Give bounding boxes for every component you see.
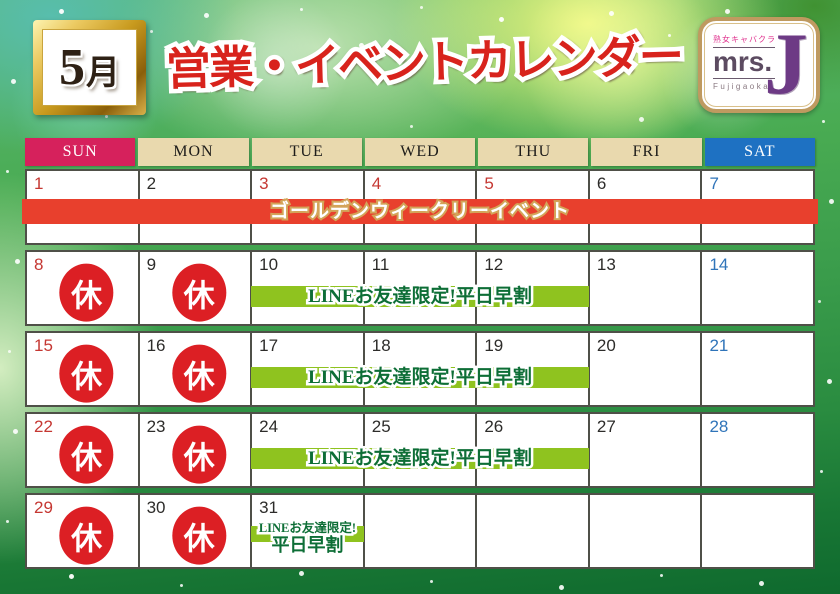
brand-logo-text-block: 熟女キャバクラ mrs. Fujigaoka — [713, 34, 783, 91]
date-cell-20: 20 — [587, 331, 703, 407]
line-discount-banner-text: LINEお友達限定!平日早割 LINEお友達限定!平日早割 — [306, 446, 535, 472]
line-discount-banner-text: LINEお友達限定!平日早割 LINEお友達限定!平日早割 — [306, 365, 535, 391]
date-number: 3 — [259, 174, 269, 193]
page-title: 営業・イベントカレンダー 営業・イベントカレンダー — [145, 23, 703, 110]
date-number: 18 — [371, 336, 391, 355]
logo-initial-j: J — [764, 16, 808, 113]
closed-day-badge: 休 — [172, 263, 227, 322]
day-header-fri: FRI — [591, 138, 702, 166]
date-number: 12 — [484, 255, 504, 274]
date-number: 10 — [259, 255, 279, 274]
date-number: 23 — [146, 417, 166, 436]
date-number: 22 — [34, 417, 53, 436]
date-cell-16: 16 休 — [137, 331, 253, 407]
date-number: 2 — [146, 174, 157, 193]
date-cell-21: 21 — [700, 331, 816, 407]
empty-date-cell — [700, 493, 816, 569]
date-number: 15 — [34, 336, 53, 355]
date-number: 1 — [34, 174, 44, 193]
date-number: 4 — [371, 174, 382, 193]
empty-date-cell — [475, 493, 590, 569]
date-number: 13 — [596, 255, 616, 274]
date-number: 29 — [34, 498, 53, 517]
date-number: 26 — [484, 417, 504, 436]
empty-date-cell — [587, 493, 703, 569]
date-cell-23: 23 休 — [137, 412, 253, 488]
calendar-week-row: 22 休 23 休 24 25 26 27 28 LINEお友達限定!平日早割 LINEお友達限定!… — [25, 412, 816, 488]
day-header-row: SUN MON TUE WED THU FRI SAT — [25, 138, 815, 166]
day-header-tue: TUE — [251, 138, 362, 166]
closed-day-badge: 休 — [59, 425, 114, 484]
date-cell-14: 14 — [700, 250, 816, 326]
logo-location: Fujigaoka — [713, 82, 771, 91]
month-badge: 5 月 — [33, 20, 146, 115]
line-discount-banner: LINEお友達限定!平日早割 LINEお友達限定!平日早割 — [250, 446, 590, 472]
day-header-sat: SAT — [704, 138, 815, 166]
date-number: 6 — [596, 174, 607, 193]
day-header-thu: THU — [478, 138, 589, 166]
date-cell-22: 22 休 — [25, 412, 140, 488]
date-number: 30 — [146, 498, 166, 517]
logo-brand-name: mrs. — [713, 46, 773, 77]
date-number: 27 — [596, 417, 616, 436]
calendar-week-row: 29 休 30 休 31 LINEお友達限定! LINEお友達限定! 平日早割 平日早割 — [25, 493, 816, 569]
date-number: 9 — [146, 255, 157, 274]
line-discount-banner: LINEお友達限定!平日早割 LINEお友達限定!平日早割 — [250, 284, 590, 310]
month-number: 5 — [59, 38, 85, 96]
logo-divider — [713, 47, 775, 48]
day-header-mon: MON — [138, 138, 249, 166]
date-number: 19 — [484, 336, 504, 355]
date-number: 14 — [709, 255, 729, 274]
banner-text-line1: LINEお友達限定! LINEお友達限定! — [256, 519, 358, 538]
month-badge-inner: 5 月 — [42, 29, 137, 106]
closed-day-badge: 休 — [59, 344, 114, 403]
line-discount-cell-banner: LINEお友達限定! LINEお友達限定! 平日早割 平日早割 — [251, 518, 364, 568]
date-cell-28: 28 — [700, 412, 816, 488]
calendar-week-row: 1 2 3 4 5 6 7 ゴールデンウィークリーイベント ゴールデンウィークリーイベント — [22, 169, 818, 245]
date-number: 28 — [709, 417, 729, 436]
date-number: 20 — [596, 336, 616, 355]
closed-day-badge: 休 — [59, 263, 114, 322]
empty-date-cell — [362, 493, 478, 569]
date-cell-27: 27 — [587, 412, 703, 488]
closed-day-badge: 休 — [172, 506, 227, 565]
closed-day-badge: 休 — [172, 344, 227, 403]
golden-week-banner: ゴールデンウィークリーイベント ゴールデンウィークリーイベント — [22, 199, 818, 224]
date-number: 31 — [259, 498, 279, 517]
line-discount-banner-text: LINEお友達限定!平日早割 LINEお友達限定!平日早割 — [306, 284, 535, 310]
date-cell-30: 30 休 — [137, 493, 253, 569]
closed-day-badge: 休 — [59, 506, 114, 565]
logo-divider — [713, 78, 775, 79]
golden-week-banner-text: ゴールデンウィークリーイベント ゴールデンウィークリーイベント — [268, 199, 571, 224]
closed-day-badge: 休 — [172, 425, 227, 484]
date-number: 7 — [709, 174, 719, 193]
date-cell-31: 31 LINEお友達限定! LINEお友達限定! 平日早割 平日早割 — [250, 493, 365, 569]
line-discount-banner: LINEお友達限定!平日早割 LINEお友達限定!平日早割 — [250, 365, 590, 391]
date-cell-13: 13 — [587, 250, 703, 326]
date-number: 25 — [371, 417, 391, 436]
day-header-sun: SUN — [25, 138, 136, 166]
brand-logo: 熟女キャバクラ mrs. Fujigaoka J — [698, 17, 820, 113]
banner-text-line2: 平日早割 平日早割 — [269, 533, 346, 558]
date-cell-29: 29 休 — [25, 493, 140, 569]
calendar-grid: SUN MON TUE WED THU FRI SAT 1 2 3 4 5 6 7 ゴールデンウィークリー… — [22, 138, 818, 574]
date-number: 11 — [371, 255, 390, 274]
logo-tagline: 熟女キャバクラ — [713, 35, 776, 44]
date-number: 24 — [259, 417, 279, 436]
date-number: 21 — [709, 336, 729, 355]
green-banner-strip — [251, 526, 364, 542]
calendar-week-row: 15 休 16 休 17 18 19 20 21 LINEお友達限定!平日早割 LINEお友達限定!… — [25, 331, 816, 407]
calendar-week-row: 8 休 9 休 10 11 12 13 14 LINEお友達限定!平日早割 LINEお友達限定!平日… — [25, 250, 816, 326]
day-header-wed: WED — [364, 138, 476, 166]
date-number: 16 — [146, 336, 166, 355]
week-rows: 1 2 3 4 5 6 7 ゴールデンウィークリーイベント ゴールデンウィークリーイベント 8 休 9… — [22, 169, 818, 569]
date-cell-15: 15 休 — [25, 331, 140, 407]
date-number: 5 — [484, 174, 494, 193]
month-suffix: 月 — [86, 54, 120, 92]
date-number: 17 — [259, 336, 279, 355]
date-number: 8 — [34, 255, 44, 274]
